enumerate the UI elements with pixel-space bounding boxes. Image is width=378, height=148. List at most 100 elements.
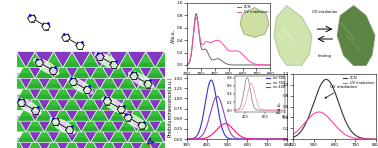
Polygon shape bbox=[164, 137, 183, 148]
UV irradiation bbox=[318, 111, 322, 113]
Polygon shape bbox=[54, 62, 72, 78]
Polygon shape bbox=[274, 6, 312, 65]
Polygon shape bbox=[17, 73, 35, 89]
UV irradiation bbox=[248, 61, 252, 62]
Polygon shape bbox=[109, 116, 127, 132]
Polygon shape bbox=[81, 84, 100, 100]
ex 300 bbox=[185, 138, 189, 140]
Polygon shape bbox=[26, 62, 44, 78]
ZCN bbox=[318, 85, 322, 87]
Polygon shape bbox=[63, 95, 81, 111]
Polygon shape bbox=[137, 52, 155, 68]
Ellipse shape bbox=[122, 112, 148, 130]
Polygon shape bbox=[109, 84, 127, 100]
UV irradiation bbox=[343, 134, 348, 136]
Polygon shape bbox=[44, 116, 63, 132]
Legend: ex 300, ex 350, ex 400: ex 300, ex 350, ex 400 bbox=[266, 76, 285, 90]
Polygon shape bbox=[26, 137, 44, 148]
ZCN bbox=[200, 49, 204, 50]
Ellipse shape bbox=[15, 98, 42, 115]
Line: UV irradiation: UV irradiation bbox=[187, 17, 270, 65]
Polygon shape bbox=[146, 127, 164, 143]
Polygon shape bbox=[17, 52, 35, 68]
Polygon shape bbox=[35, 52, 54, 68]
ZCN bbox=[324, 79, 328, 80]
Polygon shape bbox=[54, 73, 72, 89]
Polygon shape bbox=[100, 73, 118, 89]
Polygon shape bbox=[127, 137, 146, 148]
Line: ex 400: ex 400 bbox=[187, 124, 287, 139]
UV irradiation bbox=[317, 111, 321, 113]
Y-axis label: Photoluminescence(a.u.): Photoluminescence(a.u.) bbox=[167, 76, 172, 137]
Polygon shape bbox=[8, 52, 26, 68]
Polygon shape bbox=[137, 84, 155, 100]
Polygon shape bbox=[72, 52, 91, 68]
Polygon shape bbox=[100, 137, 118, 148]
Polygon shape bbox=[54, 116, 72, 132]
ZCN bbox=[351, 132, 355, 134]
Polygon shape bbox=[109, 73, 127, 89]
ex 350 bbox=[267, 138, 272, 140]
Polygon shape bbox=[17, 95, 35, 111]
UV irradiation bbox=[234, 50, 239, 52]
Polygon shape bbox=[26, 127, 44, 143]
Polygon shape bbox=[63, 73, 81, 89]
ZCN bbox=[374, 138, 378, 140]
Polygon shape bbox=[100, 105, 118, 121]
Polygon shape bbox=[146, 62, 164, 78]
ex 350 bbox=[185, 138, 189, 140]
Polygon shape bbox=[118, 137, 137, 148]
Polygon shape bbox=[127, 62, 146, 78]
Polygon shape bbox=[54, 127, 72, 143]
Polygon shape bbox=[35, 105, 54, 121]
ex 300 bbox=[239, 138, 244, 140]
ZCN bbox=[206, 54, 211, 56]
Polygon shape bbox=[91, 105, 109, 121]
Polygon shape bbox=[44, 95, 63, 111]
Y-axis label: I/a.u.: I/a.u. bbox=[276, 100, 281, 113]
Polygon shape bbox=[118, 73, 137, 89]
Polygon shape bbox=[72, 62, 91, 78]
Polygon shape bbox=[127, 52, 146, 68]
Polygon shape bbox=[8, 73, 26, 89]
ex 300 bbox=[232, 138, 237, 140]
Polygon shape bbox=[127, 73, 146, 89]
Polygon shape bbox=[137, 73, 155, 89]
Polygon shape bbox=[137, 95, 155, 111]
Polygon shape bbox=[155, 73, 174, 89]
Polygon shape bbox=[17, 62, 35, 78]
Polygon shape bbox=[174, 62, 192, 78]
Polygon shape bbox=[155, 105, 174, 121]
Polygon shape bbox=[109, 62, 127, 78]
Line: ZCN: ZCN bbox=[187, 14, 270, 65]
ex 300 bbox=[209, 79, 214, 81]
Polygon shape bbox=[17, 116, 35, 132]
Polygon shape bbox=[26, 84, 44, 100]
Polygon shape bbox=[118, 84, 137, 100]
Polygon shape bbox=[91, 127, 109, 143]
Polygon shape bbox=[137, 127, 155, 143]
ex 400 bbox=[245, 138, 249, 139]
Polygon shape bbox=[54, 105, 72, 121]
Polygon shape bbox=[164, 105, 183, 121]
UV irradiation bbox=[268, 64, 273, 66]
UV irradiation bbox=[206, 41, 211, 43]
Polygon shape bbox=[118, 95, 137, 111]
Polygon shape bbox=[35, 116, 54, 132]
Polygon shape bbox=[164, 84, 183, 100]
UV irradiation bbox=[194, 16, 198, 18]
Polygon shape bbox=[127, 105, 146, 121]
UV irradiation bbox=[351, 137, 355, 139]
Ellipse shape bbox=[60, 33, 86, 50]
Polygon shape bbox=[91, 84, 109, 100]
Polygon shape bbox=[72, 84, 91, 100]
Ellipse shape bbox=[94, 52, 120, 70]
ZCN bbox=[234, 64, 239, 66]
Polygon shape bbox=[17, 137, 35, 148]
Polygon shape bbox=[44, 127, 63, 143]
ZCN bbox=[268, 64, 273, 66]
Polygon shape bbox=[164, 95, 183, 111]
Polygon shape bbox=[146, 95, 164, 111]
Polygon shape bbox=[91, 62, 109, 78]
Polygon shape bbox=[63, 116, 81, 132]
